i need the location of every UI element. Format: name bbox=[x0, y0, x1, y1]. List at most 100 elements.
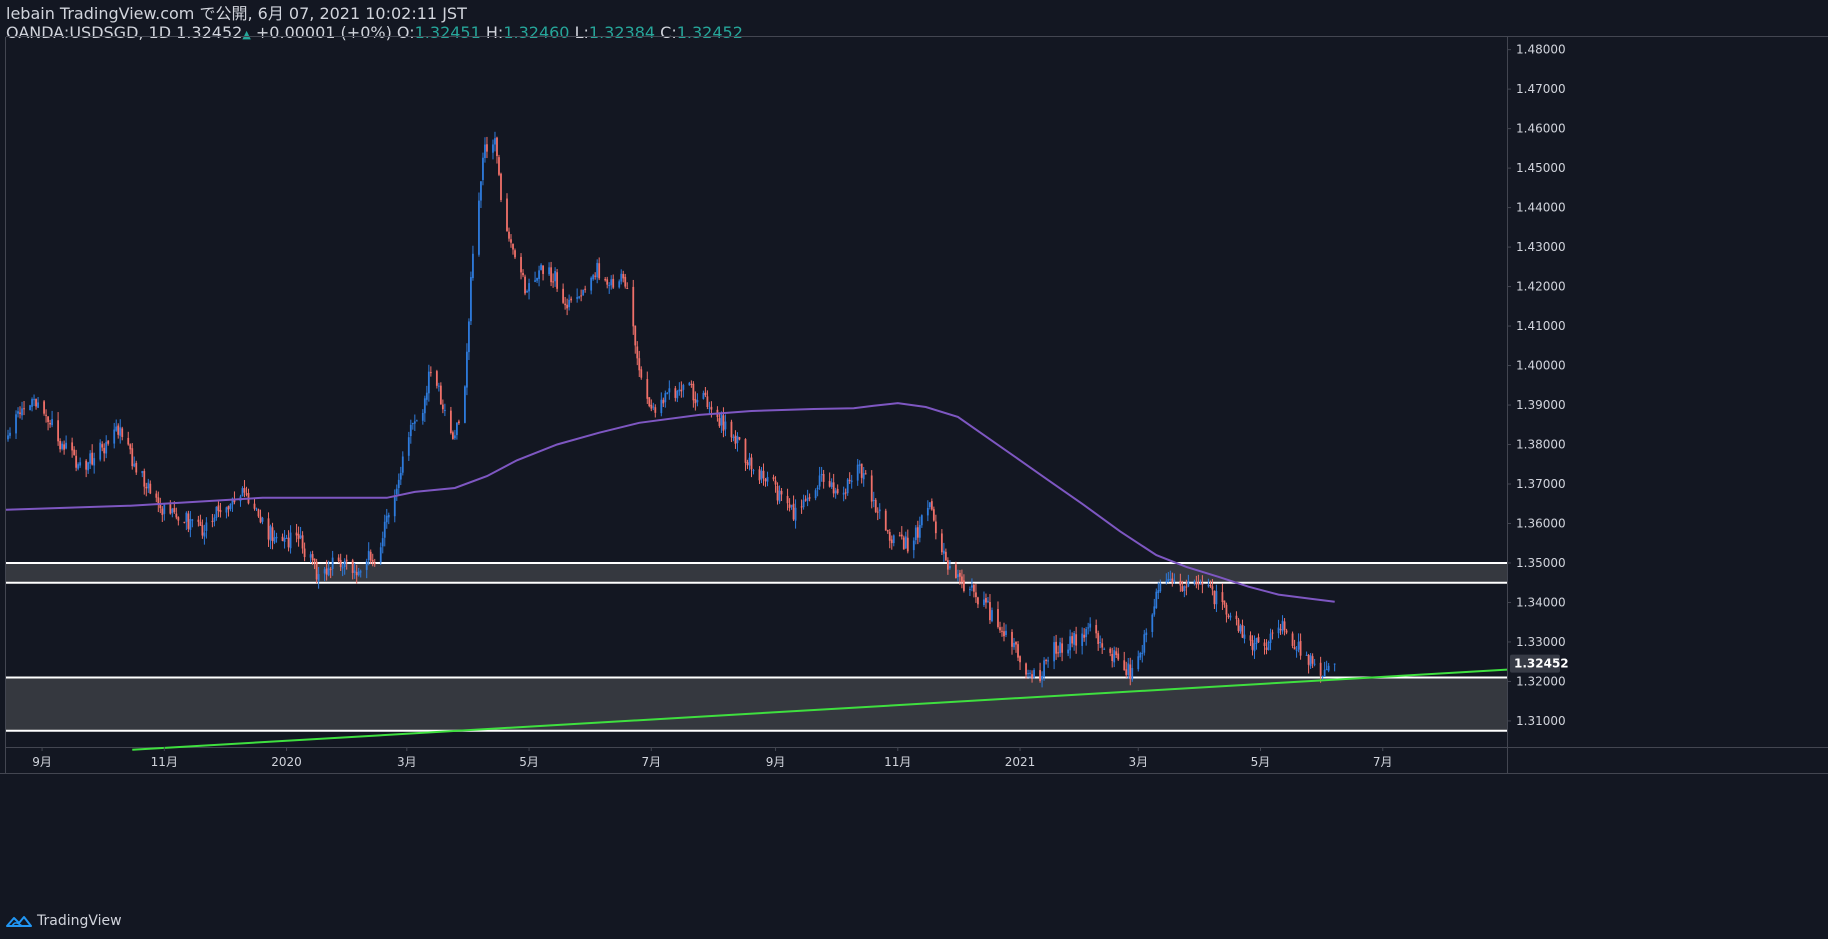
candle-body bbox=[435, 371, 438, 386]
candle-body bbox=[197, 519, 200, 522]
candle-body bbox=[926, 507, 929, 516]
candle-body bbox=[253, 503, 256, 509]
candle-body bbox=[135, 462, 138, 473]
x-tick-label: 2021 bbox=[1005, 755, 1036, 769]
candle-body bbox=[914, 527, 917, 541]
footer-brand[interactable]: TradingView bbox=[6, 910, 122, 932]
candle-body bbox=[1257, 637, 1260, 643]
candle-body bbox=[449, 410, 452, 433]
candle-body bbox=[1299, 640, 1302, 656]
candle-body bbox=[365, 561, 368, 570]
candle-body bbox=[802, 500, 805, 508]
candle-body bbox=[498, 157, 500, 175]
candle-body bbox=[191, 519, 194, 521]
candle-body bbox=[808, 497, 811, 499]
y-tick-label: 1.33000 bbox=[1516, 635, 1566, 649]
candle-body bbox=[211, 520, 214, 522]
candle-body bbox=[478, 200, 480, 255]
candle-body bbox=[369, 551, 372, 561]
candle-body bbox=[662, 399, 665, 404]
candle-body bbox=[576, 297, 579, 299]
candle-body bbox=[636, 346, 639, 359]
candle-body bbox=[468, 321, 470, 353]
candle-body bbox=[269, 525, 272, 541]
candle-body bbox=[219, 510, 222, 513]
candle-body bbox=[886, 530, 889, 532]
candle-body bbox=[341, 567, 344, 569]
candle-body bbox=[766, 477, 769, 482]
candle-body bbox=[57, 420, 60, 442]
candle-body bbox=[820, 473, 823, 476]
candle-body bbox=[35, 399, 37, 407]
candle-body bbox=[313, 558, 316, 562]
candle-body bbox=[1083, 634, 1086, 638]
candle-body bbox=[51, 419, 53, 426]
candle-body bbox=[225, 507, 228, 513]
candle-body bbox=[1313, 663, 1316, 665]
candle-body bbox=[1307, 655, 1310, 665]
candle-body bbox=[690, 384, 693, 386]
candle-body bbox=[1017, 644, 1019, 658]
candle-body bbox=[888, 532, 891, 541]
candle-body bbox=[550, 267, 552, 283]
candle-body bbox=[480, 181, 482, 201]
ohlc-legend[interactable]: OANDA:USDSGD, 1D 1.32452▲ +0.00001 (+0%)… bbox=[6, 23, 743, 44]
candle-body bbox=[590, 277, 593, 291]
candle-body bbox=[1129, 664, 1132, 679]
candle-body bbox=[638, 358, 641, 371]
symbol-label[interactable]: OANDA:USDSGD, 1D bbox=[6, 23, 172, 42]
candle-body bbox=[1159, 583, 1162, 592]
candle-body bbox=[696, 399, 699, 403]
candle-body bbox=[1323, 669, 1326, 677]
candle-body bbox=[1223, 600, 1226, 605]
candle-body bbox=[708, 407, 711, 409]
candle-body bbox=[830, 482, 833, 487]
candle-body bbox=[217, 505, 220, 511]
candle-body bbox=[500, 173, 502, 201]
close-label: C: bbox=[660, 23, 677, 42]
candle-body bbox=[902, 537, 905, 550]
candle-body bbox=[267, 518, 270, 540]
candle-body bbox=[283, 537, 286, 542]
candle-body bbox=[425, 392, 428, 400]
candle-body bbox=[660, 399, 663, 414]
candle-body bbox=[792, 503, 795, 520]
candle-body bbox=[1085, 629, 1088, 638]
candle-body bbox=[257, 509, 260, 517]
candle-body bbox=[1181, 586, 1184, 592]
candle-body bbox=[774, 480, 777, 485]
candle-body bbox=[1125, 669, 1128, 675]
candle-body bbox=[1099, 641, 1102, 644]
candle-body bbox=[1003, 631, 1005, 637]
candle-body bbox=[508, 231, 510, 239]
candle-body bbox=[494, 138, 496, 145]
candle-body bbox=[205, 522, 208, 531]
candle-body bbox=[506, 198, 508, 232]
candle-body bbox=[648, 397, 651, 407]
candle-body bbox=[989, 602, 991, 621]
moving-average-line bbox=[5, 402, 1335, 603]
candle-body bbox=[618, 281, 621, 288]
candle-body bbox=[201, 525, 204, 536]
candle-body bbox=[834, 490, 837, 494]
candle-body bbox=[514, 250, 516, 258]
candle-body bbox=[746, 462, 749, 466]
candle-body bbox=[752, 470, 755, 472]
candle-body bbox=[848, 479, 851, 481]
candle-body bbox=[1321, 676, 1324, 678]
x-tick-label: 3月 bbox=[397, 755, 417, 769]
candle-body bbox=[1237, 619, 1240, 631]
x-tick-label: 5月 bbox=[1251, 755, 1271, 769]
candle-body bbox=[7, 435, 9, 440]
candle-body bbox=[337, 557, 340, 561]
candle-body bbox=[856, 464, 859, 481]
candle-body bbox=[1073, 632, 1076, 645]
candle-body bbox=[1319, 662, 1322, 676]
candle-body bbox=[1115, 651, 1118, 656]
candle-body bbox=[309, 554, 312, 558]
candle-body bbox=[453, 435, 456, 439]
candle-body bbox=[1279, 629, 1282, 631]
candle-body bbox=[890, 539, 893, 544]
candle-body bbox=[315, 561, 318, 580]
